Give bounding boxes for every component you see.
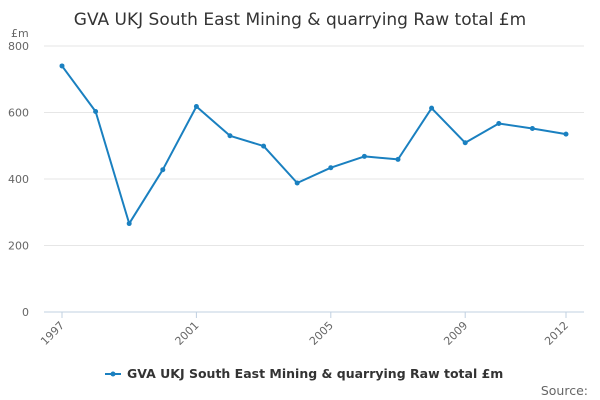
data-point-1997[interactable] — [59, 63, 65, 69]
data-point-2000[interactable] — [160, 167, 166, 173]
chart-title: GVA UKJ South East Mining & quarrying Ra… — [74, 10, 526, 30]
y-tick-label: 200 — [8, 240, 29, 253]
source-label: Source: — [541, 383, 588, 398]
x-tick-label: 2005 — [307, 319, 336, 348]
data-point-2001[interactable] — [193, 104, 199, 110]
y-tick-label: 400 — [8, 173, 29, 186]
data-point-2005[interactable] — [328, 165, 334, 171]
y-axis-unit: £m — [11, 27, 29, 40]
y-tick-label: 600 — [8, 107, 29, 120]
series-line — [61, 64, 567, 225]
x-tick-label: 1997 — [38, 319, 67, 348]
data-point-2007[interactable] — [395, 156, 401, 162]
data-point-2012[interactable] — [563, 131, 569, 137]
data-point-2008[interactable] — [429, 105, 435, 111]
data-point-2003[interactable] — [261, 143, 267, 149]
data-point-1999[interactable] — [126, 221, 132, 227]
data-point-2006[interactable] — [361, 153, 367, 159]
y-axis-ticks: 0 200 400 600 800 — [8, 40, 29, 319]
x-axis-ticks: 1997 2001 2005 2009 2012 — [38, 312, 571, 348]
data-point-2011[interactable] — [529, 125, 535, 131]
y-tick-label: 0 — [22, 306, 29, 319]
data-point-2004[interactable] — [294, 180, 300, 186]
x-tick-label: 2012 — [542, 319, 571, 348]
data-point-1998[interactable] — [93, 109, 99, 115]
legend-label[interactable]: GVA UKJ South East Mining & quarrying Ra… — [127, 366, 503, 381]
legend[interactable]: GVA UKJ South East Mining & quarrying Ra… — [105, 366, 503, 381]
data-point-2010[interactable] — [496, 120, 502, 126]
gridlines — [44, 45, 584, 246]
x-tick-label: 2001 — [173, 319, 202, 348]
y-tick-label: 800 — [8, 40, 29, 53]
data-point-2002[interactable] — [227, 133, 233, 139]
legend-swatch-marker — [110, 371, 116, 377]
data-point-2009[interactable] — [462, 140, 468, 146]
series-layer — [59, 63, 569, 227]
x-tick-label: 2009 — [441, 319, 470, 348]
